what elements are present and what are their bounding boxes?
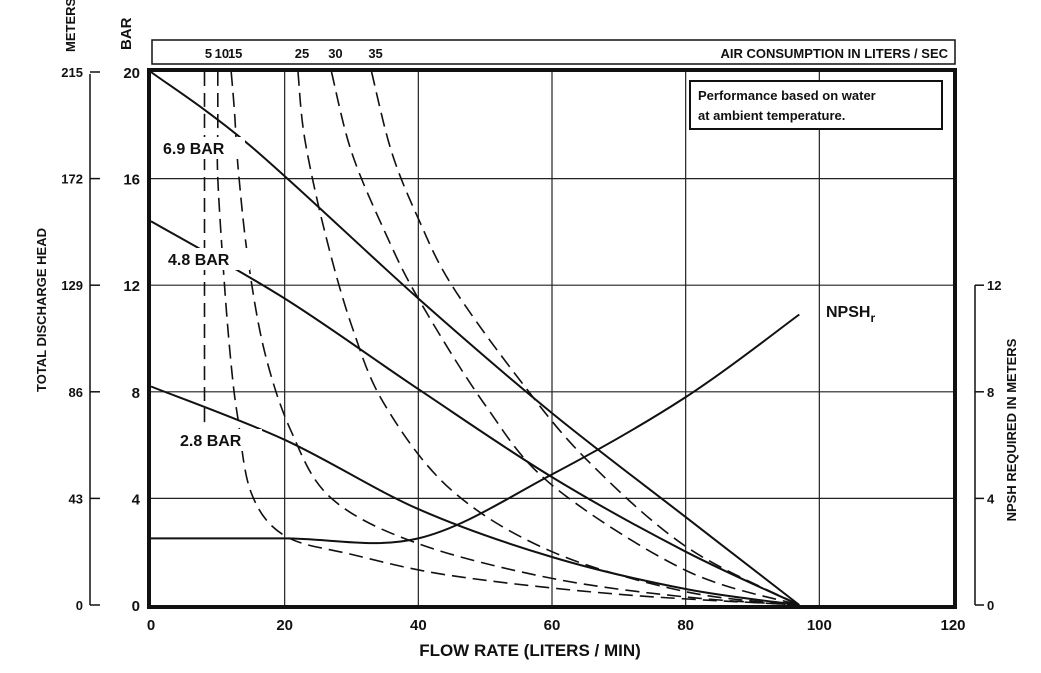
air-label-35: 35 xyxy=(368,46,382,61)
air-label-15: 15 xyxy=(228,46,242,61)
npsh-ticks: 0 4 8 12 xyxy=(975,278,1001,613)
bar-unit-label: BAR xyxy=(118,17,135,50)
air-label-5: 5 xyxy=(205,46,212,61)
air-curve-35 xyxy=(370,71,800,606)
note-line-1: Performance based on water xyxy=(698,88,876,103)
x-tick-label: 40 xyxy=(410,617,427,634)
bar-tick-label: 0 xyxy=(132,598,140,615)
x-tick-label: 20 xyxy=(276,617,293,634)
npsh-tick-label: 4 xyxy=(987,491,995,506)
air-curve-15 xyxy=(230,71,800,606)
meter-tick-label: 215 xyxy=(61,65,83,80)
x-tick-label: 80 xyxy=(677,617,694,634)
curve-label-bg xyxy=(176,429,262,451)
bar-tick-label: 12 xyxy=(123,278,140,295)
meter-tick-label: 129 xyxy=(61,278,83,293)
bar-tick-label: 4 xyxy=(132,491,141,508)
pressure-curve-2-8-bar xyxy=(150,385,800,606)
npsh-tick-label: 8 xyxy=(987,385,994,400)
x-tick-label: 60 xyxy=(544,617,561,634)
pressure-curve-4-8-bar xyxy=(150,220,800,606)
curve-label-2-8-bar: 2.8 BAR xyxy=(180,433,242,450)
x-tick-label: 0 xyxy=(147,617,155,634)
grid-lines xyxy=(151,72,953,605)
x-tick-label: 120 xyxy=(940,617,965,634)
air-curve-25 xyxy=(297,71,800,606)
meter-tick-label: 86 xyxy=(69,385,83,400)
bar-tick-label: 16 xyxy=(123,172,140,189)
air-curve-30 xyxy=(330,71,800,606)
curve-labels: 6.9 BAR 4.8 BAR 2.8 BAR NPSHr xyxy=(159,137,875,451)
bar-tick-label: 20 xyxy=(123,65,140,82)
curve-label-6-9-bar: 6.9 BAR xyxy=(163,141,225,158)
y-axis-title: TOTAL DISCHARGE HEAD xyxy=(34,228,49,392)
note-line-2: at ambient temperature. xyxy=(698,108,845,123)
bar-tick-label: 8 xyxy=(132,385,140,402)
npsh-tick-label: 12 xyxy=(987,278,1001,293)
air-curve-10 xyxy=(216,72,800,606)
pressure-curve-6-9-bar xyxy=(150,71,800,606)
air-label-10: 10 xyxy=(215,46,229,61)
curve-label-4-8-bar: 4.8 BAR xyxy=(168,252,230,269)
curve-label-bg xyxy=(164,248,250,270)
air-consumption-header: AIR CONSUMPTION IN LITERS / SEC xyxy=(720,46,948,61)
curves-layer xyxy=(150,71,800,606)
meter-ticks: 0 43 86 129 172 215 xyxy=(61,65,100,613)
meter-tick-label: 0 xyxy=(76,598,83,613)
x-tick-label: 100 xyxy=(807,617,832,634)
air-label-30: 30 xyxy=(328,46,342,61)
meter-tick-label: 172 xyxy=(61,172,83,187)
meter-tick-label: 43 xyxy=(69,491,83,506)
meters-unit-label: METERS xyxy=(63,0,78,52)
npsh-tick-label: 0 xyxy=(987,598,994,613)
x-ticks: 0 20 40 60 80 100 120 xyxy=(147,617,966,634)
air-header-box xyxy=(151,39,956,65)
air-label-25: 25 xyxy=(295,46,309,61)
npsh-curve xyxy=(151,313,800,545)
npsh-curve-label: NPSHr xyxy=(826,304,875,325)
x-axis-title: FLOW RATE (LITERS / MIN) xyxy=(419,641,641,660)
npsh-axis-title: NPSH REQUIRED IN METERS xyxy=(1004,338,1019,521)
plot-frame xyxy=(147,68,957,609)
bar-ticks: 0 4 8 12 16 20 xyxy=(123,65,140,615)
curve-label-bg xyxy=(159,137,245,159)
note-box xyxy=(689,80,943,130)
